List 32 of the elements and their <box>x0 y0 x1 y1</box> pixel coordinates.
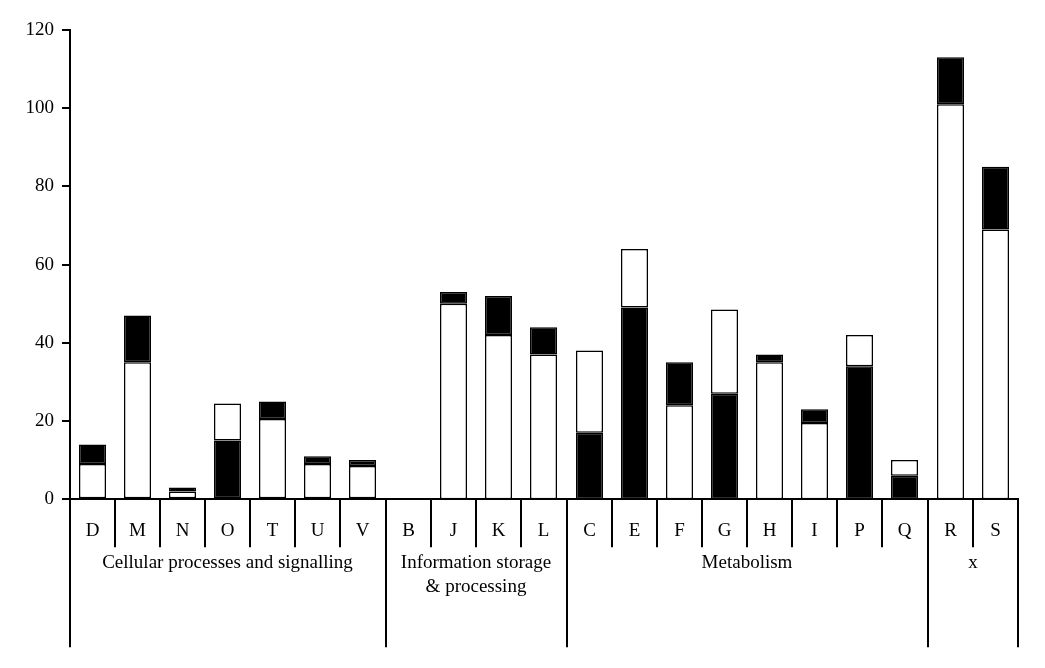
x-tick-label: P <box>854 518 865 540</box>
x-tick-label: V <box>355 518 370 540</box>
x-tick-label: Q <box>897 518 912 540</box>
x-tick-label: G <box>717 518 732 540</box>
x-axis-title: Cellular processes and signalling <box>102 550 354 572</box>
y-tick-label: 20 <box>35 408 54 430</box>
y-tick-label: 120 <box>25 17 54 39</box>
x-tick-label: S <box>990 518 1001 540</box>
x-tick-label: D <box>85 518 100 540</box>
x-tick-label: C <box>583 518 596 540</box>
x-tick-label: R <box>944 518 958 540</box>
y-tick-label: 80 <box>35 174 54 196</box>
x-tick-label: I <box>811 518 818 540</box>
y-tick-label: 60 <box>35 252 54 274</box>
x-tick-label: T <box>266 518 279 540</box>
x-axis-title: x <box>968 550 979 572</box>
x-tick-label: L <box>537 518 550 540</box>
y-tick-label: 40 <box>35 330 54 352</box>
x-tick-label: N <box>175 518 190 540</box>
x-tick-label: J <box>449 518 458 540</box>
x-tick-label: U <box>310 518 325 540</box>
x-tick-label: B <box>402 518 415 540</box>
x-tick-label: M <box>129 518 147 540</box>
x-tick-label: E <box>628 518 641 540</box>
x-tick-label: O <box>220 518 235 540</box>
x-tick-label: F <box>674 518 685 540</box>
x-tick-label: K <box>491 518 506 540</box>
y-tick-label: 100 <box>25 96 54 118</box>
x-axis-title: Information storage & processing <box>400 550 552 596</box>
y-tick-label: 0 <box>44 487 54 509</box>
x-axis-title: Metabolism <box>701 550 793 572</box>
x-tick-label: H <box>762 518 777 540</box>
